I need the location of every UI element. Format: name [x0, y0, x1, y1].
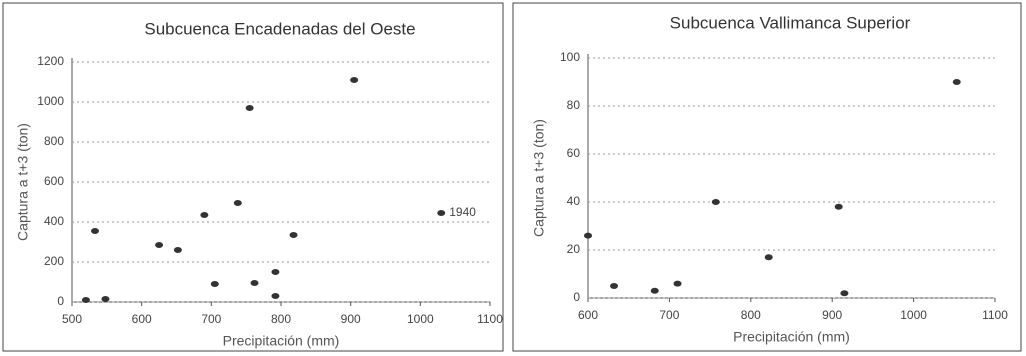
- x-tick-label: 900: [341, 312, 361, 326]
- point: [610, 283, 619, 289]
- chart-title: Subcuenca Encadenadas del Oeste: [144, 19, 415, 38]
- point: [834, 203, 843, 210]
- point: [245, 105, 254, 111]
- x-tick-label: 1100: [982, 308, 1008, 322]
- x-tick-label: 600: [132, 312, 152, 326]
- y-tick-label: 60: [567, 146, 581, 160]
- point: [173, 247, 182, 253]
- point: [650, 287, 659, 294]
- point: [584, 232, 592, 239]
- x-tick-label: 700: [201, 312, 221, 326]
- x-tick-label: 600: [578, 308, 598, 322]
- point: [200, 212, 209, 218]
- point: [952, 79, 961, 85]
- x-tick-label: 800: [741, 308, 761, 322]
- point: [233, 200, 242, 206]
- y-tick-label: 1000: [37, 94, 64, 108]
- y-tick-label: 0: [573, 290, 580, 304]
- x-axis-title: Precipitación (mm): [733, 329, 850, 345]
- y-tick-label: 20: [567, 242, 581, 256]
- y-tick-label: 200: [44, 254, 64, 268]
- point: [673, 280, 682, 287]
- point: [271, 269, 280, 275]
- y-axis-title: Captura a t+3 (ton): [15, 123, 31, 241]
- x-axis-title: Precipitación (mm): [223, 333, 340, 349]
- point: [155, 242, 164, 248]
- panel-frame: [2, 2, 504, 352]
- point: [711, 199, 720, 205]
- y-tick-label: 40: [567, 194, 581, 208]
- point: [90, 228, 99, 234]
- y-tick-label: 800: [44, 134, 64, 148]
- x-tick-label: 900: [822, 308, 842, 322]
- y-tick-label: 80: [567, 98, 581, 112]
- chart-title: Subcuenca Vallimanca Superior: [670, 13, 911, 32]
- point: [271, 293, 280, 299]
- x-tick-label: 500: [62, 312, 82, 326]
- x-tick-label: 800: [271, 312, 291, 326]
- point: [81, 297, 90, 303]
- point: [101, 296, 110, 302]
- x-tick-label: 1100: [477, 312, 503, 326]
- x-tick-label: 1000: [407, 312, 434, 326]
- x-tick-label: 700: [659, 308, 679, 322]
- y-axis-title: Captura a t+3 (ton): [531, 119, 547, 237]
- panel-frame: [512, 2, 1022, 352]
- annotation: 1940: [449, 205, 476, 219]
- y-tick-label: 100: [560, 50, 580, 64]
- point: [250, 280, 259, 286]
- x-tick-label: 1000: [900, 308, 927, 322]
- point: [350, 77, 359, 83]
- y-tick-label: 1200: [37, 54, 64, 68]
- y-tick-label: 0: [57, 294, 64, 308]
- point: [210, 281, 219, 287]
- point: [840, 290, 849, 297]
- y-tick-label: 600: [44, 174, 64, 188]
- y-tick-label: 400: [44, 214, 64, 228]
- point: [289, 232, 298, 238]
- point: [437, 210, 446, 216]
- point: [764, 254, 773, 261]
